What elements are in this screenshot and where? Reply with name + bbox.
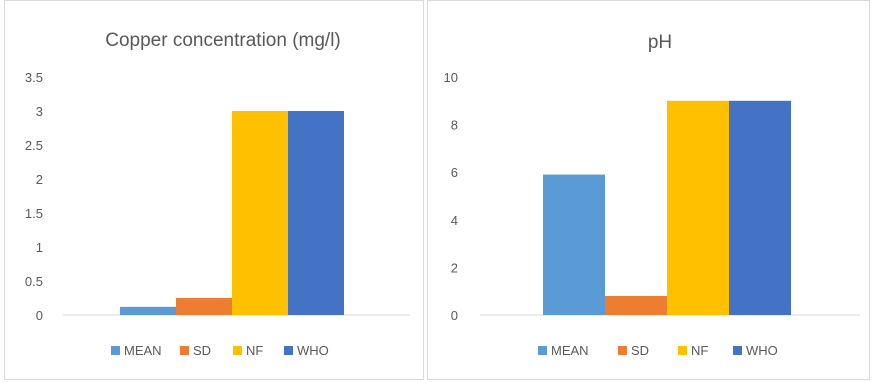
chart-title: pH xyxy=(648,32,672,53)
y-tick-label: 1 xyxy=(36,240,43,255)
chart-title: Copper concentration (mg/l) xyxy=(105,30,341,51)
bar-sd xyxy=(605,295,667,315)
y-tick-label: 6 xyxy=(451,165,458,180)
y-tick-label: 10 xyxy=(444,70,458,85)
y-tick-label: 0 xyxy=(451,308,458,323)
ph-chart: pH 0 2 4 6 8 10 MEAN SD NF WHO xyxy=(444,32,860,358)
bar-nf xyxy=(667,100,729,315)
legend-swatch-mean xyxy=(111,346,120,355)
bar-mean xyxy=(543,174,605,315)
legend-label-mean: MEAN xyxy=(124,343,162,358)
copper-chart: Copper concentration (mg/l) 0 0.5 1 1.5 2 2.5 3… xyxy=(25,30,410,358)
y-tick-label: 0.5 xyxy=(25,274,43,289)
legend-label-who: WHO xyxy=(746,343,778,358)
legend-label-nf: NF xyxy=(691,343,708,358)
legend-swatch-nf xyxy=(678,346,687,355)
legend-swatch-who xyxy=(733,346,742,355)
legend-swatch-who xyxy=(284,346,293,355)
legend-label-who: WHO xyxy=(297,343,329,358)
bar-sd xyxy=(176,298,232,315)
legend-label-sd: SD xyxy=(193,343,211,358)
legend-label-mean: MEAN xyxy=(551,343,589,358)
bar-nf xyxy=(232,111,288,315)
legend-label-sd: SD xyxy=(631,343,649,358)
bar-mean xyxy=(120,306,176,315)
y-tick-label: 2 xyxy=(36,172,43,187)
y-tick-label: 4 xyxy=(451,213,458,228)
legend-swatch-sd xyxy=(180,346,189,355)
y-tick-label: 8 xyxy=(451,118,458,133)
y-tick-label: 2 xyxy=(451,260,458,275)
y-tick-label: 3.5 xyxy=(25,70,43,85)
bar-who xyxy=(729,100,791,315)
legend-swatch-nf xyxy=(233,346,242,355)
legend-swatch-sd xyxy=(618,346,627,355)
copper-chart-panel: Copper concentration (mg/l) 0 0.5 1 1.5 2 2.5 3… xyxy=(4,0,424,380)
y-tick-label: 1.5 xyxy=(25,206,43,221)
ph-chart-panel: pH 0 2 4 6 8 10 MEAN SD NF WHO xyxy=(427,0,870,380)
y-tick-label: 0 xyxy=(36,308,43,323)
legend-label-nf: NF xyxy=(246,343,263,358)
y-tick-label: 3 xyxy=(36,104,43,119)
bar-who xyxy=(288,111,344,315)
legend-swatch-mean xyxy=(538,346,547,355)
y-tick-label: 2.5 xyxy=(25,138,43,153)
